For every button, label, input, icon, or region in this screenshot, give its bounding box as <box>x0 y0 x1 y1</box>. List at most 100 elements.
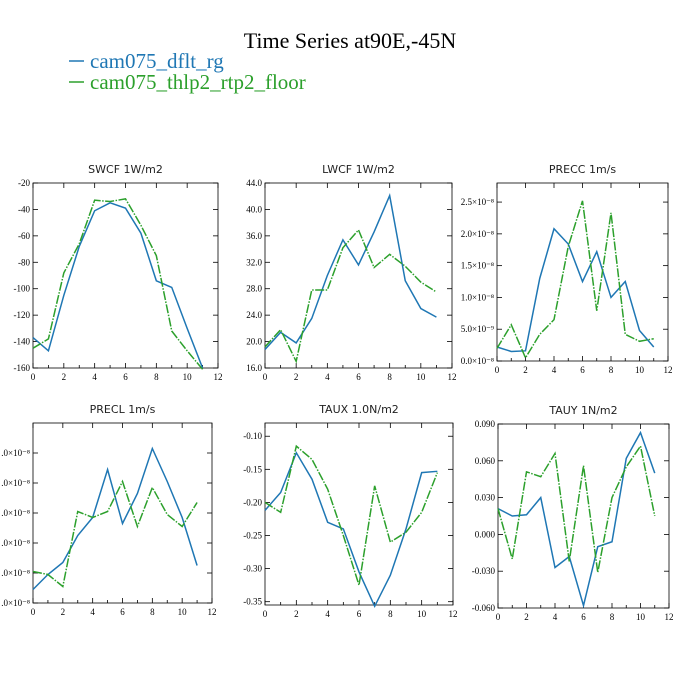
x-tick-label: 2 <box>294 372 299 382</box>
x-tick-label: 0 <box>263 609 268 619</box>
y-tick-label: .0×10⁻⁸ <box>1 508 30 518</box>
x-tick-label: 6 <box>123 372 128 382</box>
x-tick-label: 8 <box>610 612 615 622</box>
y-tick-label: -120 <box>14 310 31 320</box>
y-tick-label: 20.0 <box>246 337 262 347</box>
x-tick-label: 8 <box>388 609 393 619</box>
y-tick-label: -0.35 <box>243 597 262 607</box>
y-tick-label: -0.25 <box>243 531 262 541</box>
legend-label-thlp2: cam075_thlp2_rtp2_floor <box>90 70 306 94</box>
y-tick-label: 0.030 <box>475 493 496 503</box>
x-tick-label: 10 <box>178 607 188 617</box>
chart-panel-3: PRECC 1m/s 0 2 4 6 8 10 12 0.0×10⁻⁸ 5.0×10⁻⁹ 1.0×1… <box>461 163 673 375</box>
y-tick-label: -0.10 <box>243 431 262 441</box>
y-tick-label: 28.0 <box>246 284 262 294</box>
x-tick-label: 10 <box>636 612 646 622</box>
panel-title: TAUX 1.0N/m2 <box>318 403 399 416</box>
chart-panel-6: TAUY 1N/m2 0 2 4 6 8 10 12 -0.060 -0.030 0.000 0.03… <box>472 404 674 622</box>
x-tick-label: 12 <box>664 365 673 375</box>
x-tick-label: 6 <box>357 609 362 619</box>
panel-title: PRECL 1m/s <box>90 403 156 416</box>
x-tick-label: 4 <box>90 607 95 617</box>
y-tick-label: .0×10⁻⁸ <box>1 448 30 458</box>
x-tick-label: 12 <box>665 612 674 622</box>
x-tick-label: 12 <box>448 372 457 382</box>
chart-panel-1: SWCF 1W/m2 0 2 4 6 8 10 12 -160 -140 -120 -100 -80 -6… <box>14 163 223 382</box>
x-tick-label: 8 <box>387 372 392 382</box>
y-tick-label: -60 <box>18 231 30 241</box>
y-tick-label: -40 <box>18 204 30 214</box>
series-line-dflt <box>264 451 438 609</box>
plot-frame <box>497 423 670 609</box>
y-tick-label: 1.0×10⁻⁸ <box>461 292 494 302</box>
y-tick-label: 32.0 <box>246 257 262 267</box>
x-tick-label: 0 <box>263 372 268 382</box>
x-tick-label: 6 <box>581 612 586 622</box>
panel-title: SWCF 1W/m2 <box>88 163 163 176</box>
panel-title: PRECC 1m/s <box>549 163 617 176</box>
y-tick-label: 2.0×10⁻⁸ <box>461 229 494 239</box>
x-tick-label: 4 <box>325 372 330 382</box>
series-line-thlp2 <box>32 198 204 370</box>
legend-label-dflt: cam075_dflt_rg <box>90 49 224 73</box>
y-tick-label: -160 <box>14 363 31 373</box>
y-tick-label: -20 <box>18 178 30 188</box>
x-tick-label: 8 <box>150 607 155 617</box>
x-tick-label: 4 <box>325 609 330 619</box>
series-line-thlp2 <box>264 228 437 364</box>
x-tick-label: 8 <box>154 372 159 382</box>
x-tick-label: 4 <box>92 372 97 382</box>
series-line-dflt <box>496 227 655 353</box>
y-tick-label: 36.0 <box>246 231 262 241</box>
y-tick-label: 44.0 <box>246 178 262 188</box>
plot-frame <box>32 422 213 604</box>
x-tick-label: 10 <box>635 365 645 375</box>
series-line-dflt <box>497 430 656 609</box>
x-tick-label: 0 <box>496 612 501 622</box>
x-tick-label: 2 <box>523 365 528 375</box>
y-tick-label: 2.5×10⁻⁸ <box>461 197 494 207</box>
y-tick-label: 5.0×10⁻⁹ <box>461 324 494 334</box>
x-tick-label: 6 <box>356 372 361 382</box>
plot-frame <box>32 182 219 369</box>
y-tick-label: -0.030 <box>472 566 496 576</box>
panels: SWCF 1W/m2 0 2 4 6 8 10 12 -160 -140 -120 -100 -80 -6… <box>1 163 673 622</box>
y-tick-label: -100 <box>14 284 31 294</box>
y-tick-label: -80 <box>18 257 30 267</box>
y-tick-label: 0.090 <box>475 419 496 429</box>
plot-frame <box>264 422 454 606</box>
legend: cam075_dflt_rg cam075_thlp2_rtp2_floor <box>69 49 306 94</box>
y-tick-label: 0.0×10⁻⁸ <box>461 356 494 366</box>
x-tick-label: 0 <box>31 607 36 617</box>
y-tick-label: .0×10⁻⁸ <box>1 538 30 548</box>
y-tick-label: -0.20 <box>243 497 262 507</box>
x-tick-label: 12 <box>449 609 458 619</box>
x-tick-label: 0 <box>495 365 500 375</box>
y-tick-label: -0.15 <box>243 464 262 474</box>
y-tick-label: 1.5×10⁻⁸ <box>461 261 494 271</box>
x-tick-label: 10 <box>417 609 427 619</box>
panel-title: LWCF 1W/m2 <box>322 163 395 176</box>
series-line-dflt <box>32 202 204 369</box>
chart-panel-2: LWCF 1W/m2 0 2 4 6 8 10 12 16.0 20.0 24.0 28.0 32.0 3… <box>246 163 456 382</box>
series-line-thlp2 <box>496 200 654 360</box>
y-tick-label: 0.060 <box>475 456 496 466</box>
x-tick-label: 4 <box>553 612 558 622</box>
x-tick-label: 4 <box>552 365 557 375</box>
series-line-thlp2 <box>264 444 439 586</box>
x-tick-label: 2 <box>61 607 66 617</box>
y-tick-label: 16.0 <box>246 363 262 373</box>
x-tick-label: 12 <box>214 372 223 382</box>
y-tick-label: 40.0 <box>246 204 262 214</box>
y-tick-label: 0.000 <box>475 529 496 539</box>
x-tick-label: 10 <box>416 372 426 382</box>
y-tick-label: -0.060 <box>472 603 496 613</box>
x-tick-label: 2 <box>62 372 67 382</box>
x-tick-label: 8 <box>609 365 614 375</box>
y-tick-label: -0.30 <box>243 564 262 574</box>
figure-title: Time Series at90E,-45N <box>244 28 457 53</box>
x-tick-label: 12 <box>208 607 217 617</box>
x-tick-label: 6 <box>120 607 125 617</box>
y-tick-label: -140 <box>14 337 31 347</box>
